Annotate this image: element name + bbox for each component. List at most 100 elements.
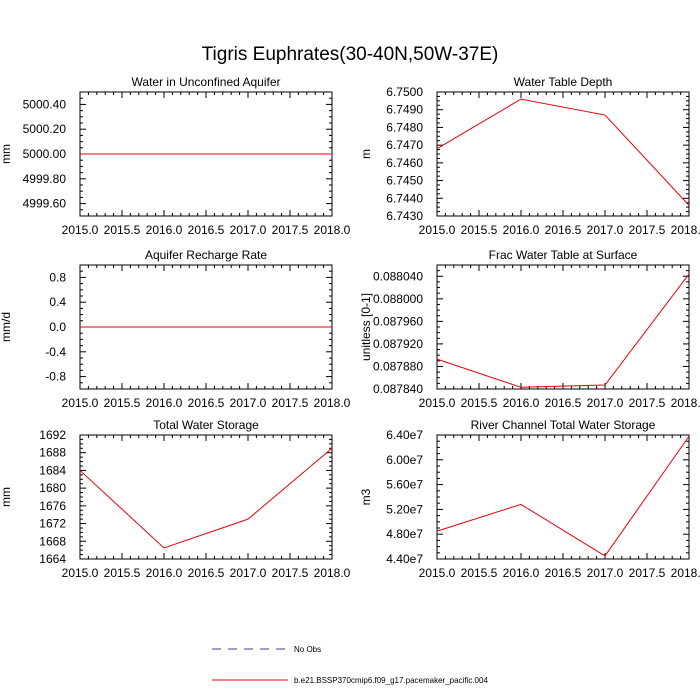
y-axis-label: m: [359, 149, 373, 159]
y-tick-label: 6.7440: [386, 191, 423, 205]
x-tick-label: 2018.0: [671, 566, 700, 580]
x-tick-label: 2016.5: [545, 566, 582, 580]
y-axis-label: mm: [0, 144, 13, 164]
y-tick-label: 6.7450: [386, 174, 423, 188]
y-tick-label: 5000.40: [23, 97, 67, 111]
y-tick-label: 5000.20: [23, 122, 67, 136]
y-tick-label: 6.7460: [386, 156, 423, 170]
chart-title: River Channel Total Water Storage: [471, 418, 656, 432]
series-line-0: [436, 435, 690, 557]
y-tick-label: 0.087840: [373, 382, 423, 396]
series-line-0: [79, 447, 333, 549]
legend: No Obs b.e21.BSSP370cmip6.f09_g17.pacema…: [212, 645, 488, 685]
chart-panel-3: Frac Water Table at Surface unitless [0-1…: [359, 248, 700, 410]
y-tick-label: 1680: [39, 481, 66, 495]
y-tick-label: 0.088000: [373, 292, 423, 306]
chart-panel-0: Water in Unconfined Aquifer mm 2015.0 2015.…: [0, 75, 351, 237]
y-tick-label: 5.20e7: [386, 502, 423, 516]
chart-title: Water Table Depth: [514, 75, 613, 89]
x-tick-label: 2015.0: [419, 223, 456, 237]
x-tick-label: 2017.0: [587, 566, 624, 580]
x-tick-label: 2016.5: [188, 396, 225, 410]
y-tick-label: 0.087960: [373, 314, 423, 328]
x-tick-label: 2018.0: [671, 223, 700, 237]
y-tick-label: 0.088040: [373, 269, 423, 283]
x-tick-label: 2015.5: [461, 223, 498, 237]
y-tick-label: 6.40e7: [386, 428, 423, 442]
x-tick-label: 2015.5: [104, 396, 141, 410]
x-tick-label: 2015.5: [461, 566, 498, 580]
y-tick-label: 0.8: [49, 270, 66, 284]
x-tick-label: 2016.0: [146, 396, 183, 410]
chart-title: Water in Unconfined Aquifer: [132, 75, 281, 89]
y-tick-label: 6.7490: [386, 103, 423, 117]
chart-panel-5: River Channel Total Water Storage m3 2015.…: [359, 418, 700, 580]
chart-panel-4: Total Water Storage mm 2015.0 2015.5 2016.0 2…: [0, 418, 351, 580]
x-tick-label: 2015.0: [62, 566, 99, 580]
x-tick-label: 2016.5: [545, 223, 582, 237]
y-axis-label: m3: [359, 488, 373, 505]
series-line-0: [436, 98, 690, 206]
x-tick-label: 2017.5: [629, 566, 666, 580]
x-tick-label: 2015.5: [104, 566, 141, 580]
chart-title: Aquifer Recharge Rate: [145, 248, 267, 262]
y-axis-label: unitless [0-1]: [359, 293, 373, 361]
x-tick-label: 2016.0: [503, 566, 540, 580]
x-tick-label: 2016.0: [146, 223, 183, 237]
legend-label-model: b.e21.BSSP370cmip6.f09_g17.pacemaker_pac…: [294, 676, 488, 685]
x-tick-label: 2015.5: [104, 223, 141, 237]
y-tick-label: 0.0: [49, 320, 66, 334]
x-tick-label: 2016.0: [503, 396, 540, 410]
x-tick-label: 2017.0: [587, 223, 624, 237]
chart-panel-2: Aquifer Recharge Rate mm/d 2015.0 2015.5 201…: [0, 248, 351, 410]
figure-title: Tigris Euphrates(30-40N,50W-37E): [202, 44, 499, 65]
y-tick-label: 6.00e7: [386, 453, 423, 467]
x-tick-label: 2017.0: [230, 396, 267, 410]
x-tick-label: 2015.0: [419, 566, 456, 580]
x-tick-label: 2018.0: [314, 223, 351, 237]
x-tick-label: 2018.0: [314, 566, 351, 580]
y-tick-label: 1676: [39, 499, 66, 513]
legend-label-no-obs: No Obs: [294, 645, 321, 654]
x-tick-label: 2018.0: [314, 396, 351, 410]
chart-title: Frac Water Table at Surface: [489, 248, 638, 262]
y-axis-label: mm: [0, 487, 13, 507]
y-tick-label: -0.8: [45, 370, 66, 384]
series-line-0: [436, 273, 690, 388]
x-tick-label: 2017.5: [629, 396, 666, 410]
x-tick-label: 2015.0: [62, 396, 99, 410]
y-tick-label: 6.7470: [386, 138, 423, 152]
x-tick-label: 2017.5: [629, 223, 666, 237]
y-tick-label: 1672: [39, 517, 66, 531]
y-tick-label: -0.4: [45, 345, 66, 359]
y-tick-label: 5000.00: [23, 147, 67, 161]
chart-title: Total Water Storage: [153, 418, 259, 432]
x-tick-label: 2017.5: [272, 223, 309, 237]
y-tick-label: 0.4: [49, 295, 66, 309]
y-tick-label: 1684: [39, 463, 66, 477]
y-axis-label: mm/d: [0, 312, 13, 342]
x-tick-label: 2015.0: [419, 396, 456, 410]
x-tick-label: 2017.0: [587, 396, 624, 410]
y-tick-label: 1688: [39, 446, 66, 460]
y-tick-label: 4.40e7: [386, 552, 423, 566]
y-tick-label: 1668: [39, 534, 66, 548]
x-tick-label: 2018.0: [671, 396, 700, 410]
x-tick-label: 2015.0: [62, 223, 99, 237]
panels: Water in Unconfined Aquifer mm 2015.0 2015.…: [0, 75, 700, 580]
x-tick-label: 2016.5: [188, 566, 225, 580]
y-tick-label: 4999.60: [23, 197, 67, 211]
y-tick-label: 6.7430: [386, 209, 423, 223]
y-tick-label: 6.7480: [386, 120, 423, 134]
x-tick-label: 2016.0: [146, 566, 183, 580]
chart-panel-1: Water Table Depth m 2015.0 2015.5 2016.0 2016…: [359, 75, 700, 237]
x-tick-label: 2017.5: [272, 396, 309, 410]
x-tick-label: 2016.5: [188, 223, 225, 237]
x-tick-label: 2017.0: [230, 223, 267, 237]
x-tick-label: 2015.5: [461, 396, 498, 410]
y-tick-label: 6.7500: [386, 85, 423, 99]
y-tick-label: 1664: [39, 552, 66, 566]
y-tick-label: 4999.80: [23, 172, 67, 186]
